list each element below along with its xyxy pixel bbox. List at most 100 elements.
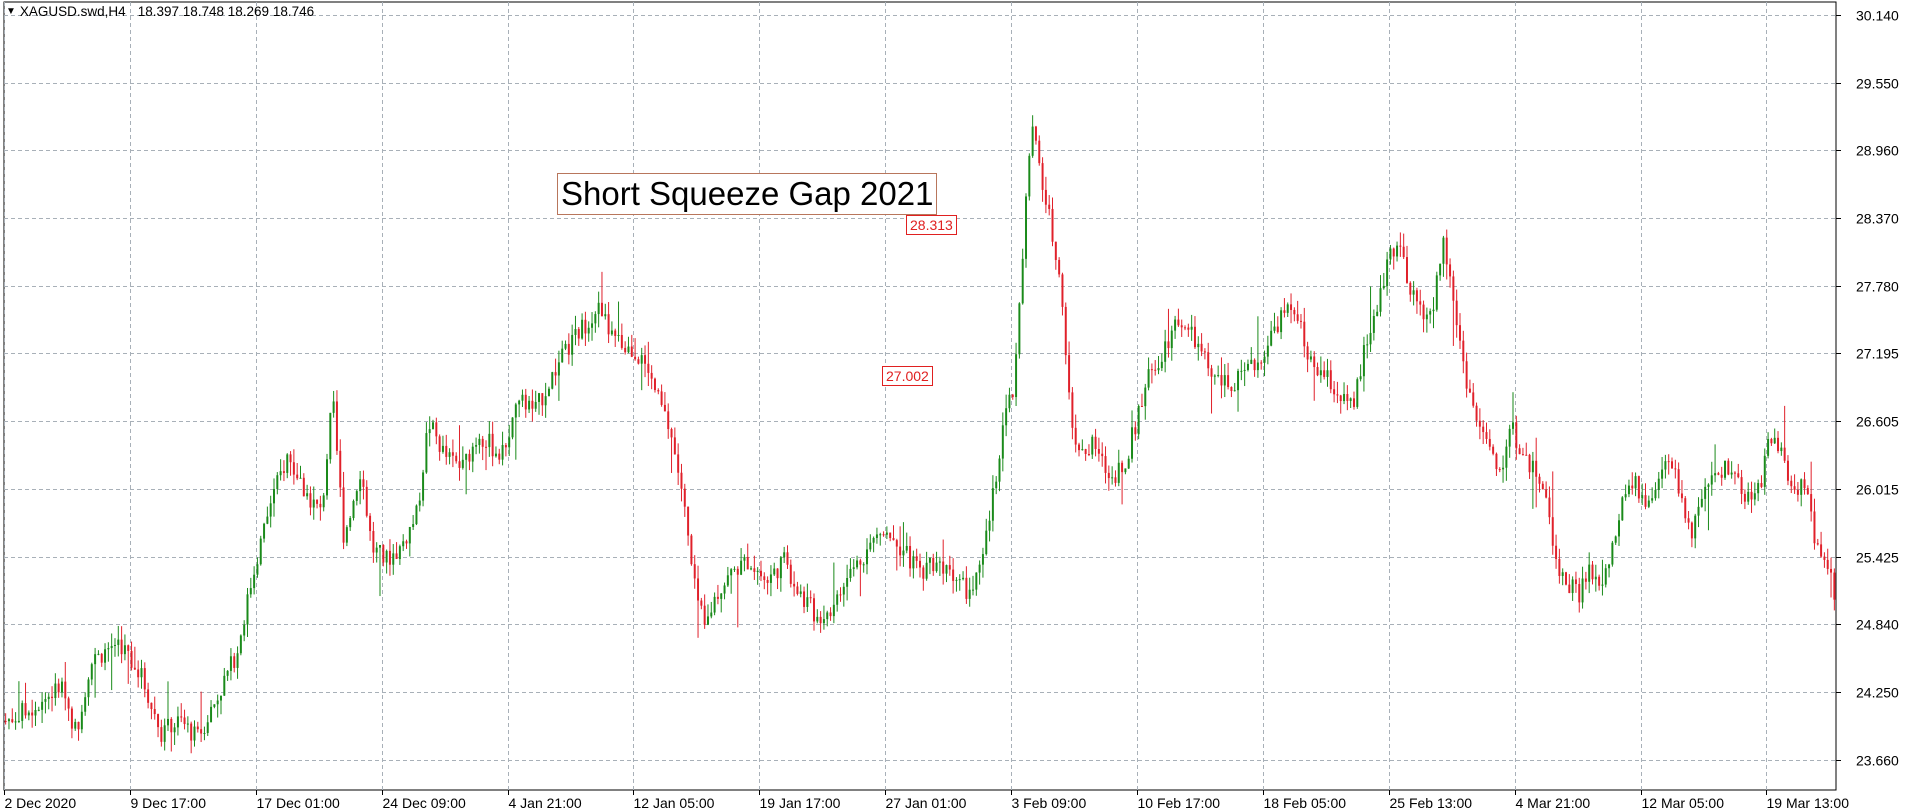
- candle-body: [425, 433, 428, 473]
- candle-body: [746, 556, 749, 570]
- candle-body: [1611, 542, 1614, 565]
- candle-body: [1614, 536, 1617, 543]
- candle-body: [978, 564, 981, 573]
- price-label-low[interactable]: 27.002: [882, 365, 933, 386]
- candle-body: [137, 669, 140, 678]
- candle-body: [57, 683, 60, 693]
- candle-body: [1273, 326, 1276, 331]
- candle-body: [690, 535, 693, 565]
- candle-body: [67, 698, 70, 709]
- candle-body: [1253, 359, 1256, 371]
- candle-body: [1432, 309, 1435, 312]
- candle-body: [432, 422, 435, 430]
- y-tick-label: 25.425: [1856, 550, 1899, 566]
- candle-body: [1203, 351, 1206, 353]
- candle-body: [1773, 437, 1776, 444]
- candle-body: [985, 530, 988, 555]
- candle-body: [379, 544, 382, 548]
- x-tick-label: 4 Jan 21:00: [509, 795, 582, 810]
- candle-body: [31, 712, 34, 716]
- candle-body: [1319, 370, 1322, 376]
- candle-body: [958, 579, 961, 581]
- candle-body: [1021, 258, 1024, 304]
- candle-body: [14, 721, 17, 723]
- candle-body: [362, 479, 365, 487]
- candle-body: [531, 400, 534, 409]
- candle-body: [604, 314, 607, 317]
- candle-body: [448, 452, 451, 457]
- y-tick-label: 27.195: [1856, 346, 1899, 362]
- candle-body: [720, 593, 723, 599]
- candle-body: [948, 565, 951, 570]
- candle-body: [34, 709, 37, 716]
- candle-body: [968, 589, 971, 599]
- candle-body: [776, 568, 779, 579]
- candle-body: [700, 600, 703, 606]
- candle-body: [1641, 495, 1644, 499]
- candle-body: [753, 568, 756, 572]
- candle-body: [1372, 315, 1375, 333]
- candle-body: [826, 612, 829, 620]
- candle-body: [1213, 375, 1216, 377]
- candle-body: [372, 531, 375, 553]
- candle-body: [723, 585, 726, 594]
- candle-body: [541, 393, 544, 406]
- candle-body: [1624, 494, 1627, 498]
- candle-body: [382, 544, 385, 563]
- price-label-high[interactable]: 28.313: [906, 214, 957, 235]
- candle-body: [243, 624, 246, 636]
- candle-body: [1343, 394, 1346, 402]
- candle-body: [54, 683, 57, 699]
- candle-body: [306, 493, 309, 497]
- candle-body: [41, 701, 44, 710]
- candle-body: [80, 711, 83, 730]
- candle-body: [359, 479, 362, 492]
- candle-body: [551, 372, 554, 389]
- candle-body: [1140, 405, 1143, 407]
- candle-body: [1508, 428, 1511, 447]
- candle-body: [1538, 476, 1541, 484]
- candle-body: [302, 477, 305, 497]
- candle-body: [1458, 325, 1461, 341]
- candle-body: [494, 453, 497, 457]
- candle-body: [1386, 259, 1389, 286]
- caret-down-icon[interactable]: ▼: [6, 5, 16, 17]
- candle-body: [544, 396, 547, 406]
- candle-body: [1724, 460, 1727, 478]
- candle-body: [899, 546, 902, 556]
- candle-body: [1015, 354, 1018, 398]
- candle-body: [84, 697, 87, 712]
- candle-body: [259, 538, 262, 565]
- candle-body: [1097, 448, 1100, 454]
- candle-body: [1352, 398, 1355, 407]
- candle-body: [1094, 436, 1097, 449]
- candle-body: [1276, 326, 1279, 333]
- candle-body: [1833, 572, 1836, 600]
- candle-body: [1008, 394, 1011, 409]
- candle-body: [1674, 468, 1677, 470]
- candle-body: [402, 541, 405, 547]
- text-annotation[interactable]: Short Squeeze Gap 2021: [557, 173, 938, 215]
- candle-body: [1283, 310, 1286, 313]
- candle-body: [1405, 257, 1408, 283]
- candle-body: [47, 696, 50, 700]
- candle-body: [1399, 245, 1402, 247]
- candle-body: [1777, 437, 1780, 452]
- candle-body: [657, 390, 660, 392]
- candle-body: [796, 586, 799, 594]
- candle-body: [1482, 426, 1485, 433]
- candle-body: [329, 412, 332, 460]
- candle-body: [650, 372, 653, 379]
- candle-body: [1565, 572, 1567, 585]
- candle-body: [852, 567, 855, 569]
- candle-body: [514, 404, 517, 418]
- candle-body: [210, 706, 213, 723]
- candle-body: [1465, 361, 1468, 389]
- candle-body: [1058, 259, 1061, 275]
- candle-body: [180, 716, 183, 718]
- candle-body: [143, 668, 146, 690]
- candle-body: [882, 534, 885, 536]
- candle-body: [816, 616, 819, 622]
